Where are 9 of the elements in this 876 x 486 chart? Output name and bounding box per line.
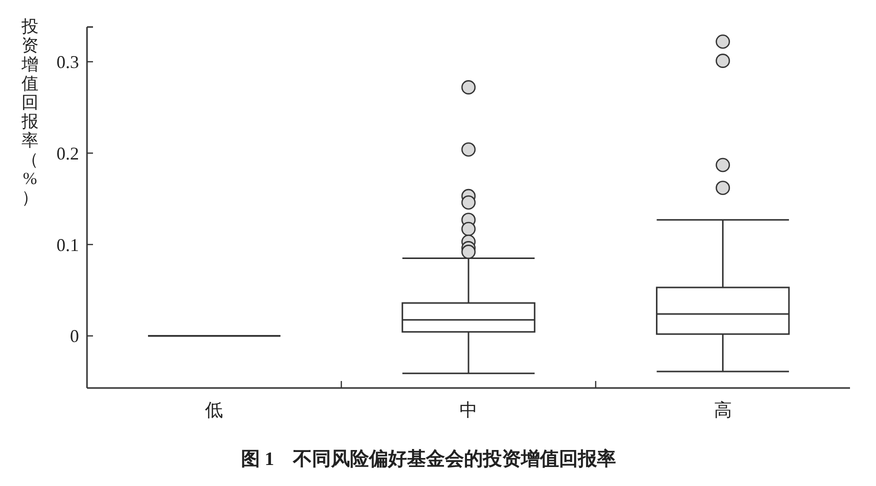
text: 图 1 不同风险偏好基金会的投资增值回报率 bbox=[240, 448, 616, 470]
y-tick-label: 0.2 bbox=[56, 143, 79, 164]
y-tick-label: 0 bbox=[70, 326, 79, 346]
text: 投资增值回报率（%） bbox=[22, 17, 38, 207]
x-tick-label: 高 bbox=[714, 400, 732, 420]
x-tick-label: 中 bbox=[460, 400, 478, 420]
y-tick-label: 0.1 bbox=[56, 234, 79, 255]
x-tick-label: 低 bbox=[205, 400, 224, 420]
y-tick-label: 0.3 bbox=[56, 52, 79, 72]
